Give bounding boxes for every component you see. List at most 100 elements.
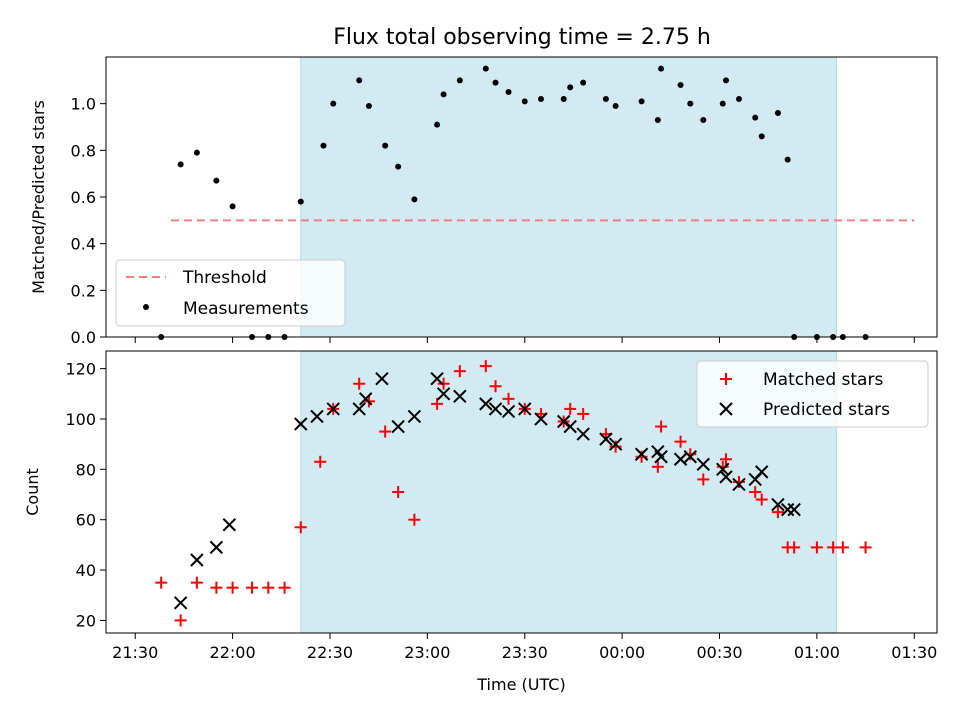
legend-plus-marker (720, 373, 732, 385)
bottom-axis-ticks: 20 40 60 80 100 120 21:30 22:00 22:30 23:00 23:30 0… (65, 360, 937, 662)
cross-bar (651, 445, 665, 459)
legend-matched-swatch (720, 373, 732, 385)
matched-point (174, 614, 187, 627)
measurement-point (752, 114, 759, 121)
measurement-point (677, 82, 684, 88)
cross-bar (173, 596, 188, 610)
predicted-point (599, 432, 613, 446)
predicted-point (294, 417, 308, 431)
cross-bar (453, 389, 467, 404)
cross-bar (719, 470, 733, 484)
cross-bar (430, 371, 444, 386)
predicted-point (407, 409, 422, 424)
matched-point (262, 581, 275, 594)
predicted-point (787, 502, 801, 517)
matched-point (655, 420, 668, 433)
predicted-point (190, 553, 204, 567)
matched-point (859, 541, 872, 554)
measurement-point (521, 98, 528, 105)
measurement-point (602, 96, 609, 102)
bottom-y-axis-label: Count (23, 468, 42, 516)
measurement-point (440, 91, 447, 98)
matched-point (437, 377, 450, 390)
predicted-point (696, 457, 710, 472)
cross-bar (407, 409, 422, 424)
matched-point (246, 581, 259, 594)
matched-point (278, 581, 291, 594)
legend-predicted-label: Predicted stars (763, 400, 890, 420)
top-y-tick-label: 0.2 (71, 281, 96, 300)
bottom-y-tick-label: 60 (76, 511, 96, 530)
bottom-y-tick-label: 120 (65, 360, 96, 379)
matched-point (453, 365, 466, 378)
predicted-point (780, 502, 795, 517)
cross-bar (608, 437, 623, 451)
matched-point (314, 455, 327, 468)
predicted-point (173, 596, 188, 610)
cross-bar (755, 465, 769, 479)
measurement-point (193, 149, 200, 156)
cross-bar (716, 462, 730, 477)
measurement-point (330, 100, 337, 107)
cross-bar (222, 518, 237, 532)
predicted-point (326, 402, 340, 416)
bottom-x-tick-label: 21:30 (112, 643, 158, 662)
bottom-x-tick-label: 00:30 (696, 643, 742, 662)
cross-bar (634, 447, 649, 461)
bottom-legend: Matched stars Predicted stars (696, 360, 929, 428)
bottom-x-tick-label: 22:30 (307, 643, 353, 662)
measurement-point (177, 161, 184, 168)
predicted-point (310, 409, 324, 424)
predicted-point (453, 389, 467, 404)
cross-bar (787, 502, 801, 517)
measurement-point (687, 100, 694, 107)
matched-point (353, 377, 366, 390)
cross-bar (488, 402, 503, 416)
measurement-point (735, 96, 742, 102)
predicted-point (222, 518, 237, 532)
predicted-point (673, 452, 688, 466)
matched-point (479, 360, 492, 373)
measurement-point (356, 77, 363, 84)
legend-measurements-label: Measurements (183, 299, 309, 319)
legend-predicted-swatch (719, 402, 733, 416)
bottom-x-tick-label: 00:00 (599, 643, 645, 662)
predicted-point (683, 450, 698, 464)
measurement-point (482, 65, 489, 72)
predicted-point (634, 447, 649, 461)
measurement-point (658, 65, 665, 72)
cross-bar (780, 502, 795, 517)
bottom-plot-frame (105, 350, 938, 634)
cross-bar (654, 450, 668, 464)
predicted-point (716, 462, 730, 477)
measurement-point (723, 77, 730, 84)
cross-bar (719, 402, 733, 416)
measurement-point (456, 77, 463, 84)
matched-point (732, 475, 745, 488)
top-plot-frame (105, 56, 938, 338)
cross-bar (352, 402, 366, 416)
matched-point (755, 493, 768, 506)
measurement-point (395, 163, 402, 170)
top-y-tick-label: 0.6 (71, 188, 96, 207)
measurement-point (560, 96, 567, 102)
bottom-x-tick-label: 01:30 (891, 643, 937, 662)
measurement-point (537, 96, 544, 102)
top-y-tick-label: 1.0 (71, 95, 96, 114)
bottom-x-tick-label: 23:00 (404, 643, 450, 662)
count-points (155, 360, 872, 627)
measurement-point (580, 79, 587, 86)
predicted-point (719, 470, 733, 484)
cross-bar (209, 540, 224, 555)
cross-bar (294, 417, 308, 431)
predicted-point (563, 419, 577, 434)
matched-point (674, 435, 687, 448)
predicted-point (358, 392, 373, 406)
measurement-point (612, 103, 619, 109)
matched-point (577, 407, 590, 420)
matched-point (716, 460, 729, 473)
predicted-point (391, 419, 405, 434)
measurement-point (654, 117, 661, 123)
matched-point (190, 576, 203, 589)
